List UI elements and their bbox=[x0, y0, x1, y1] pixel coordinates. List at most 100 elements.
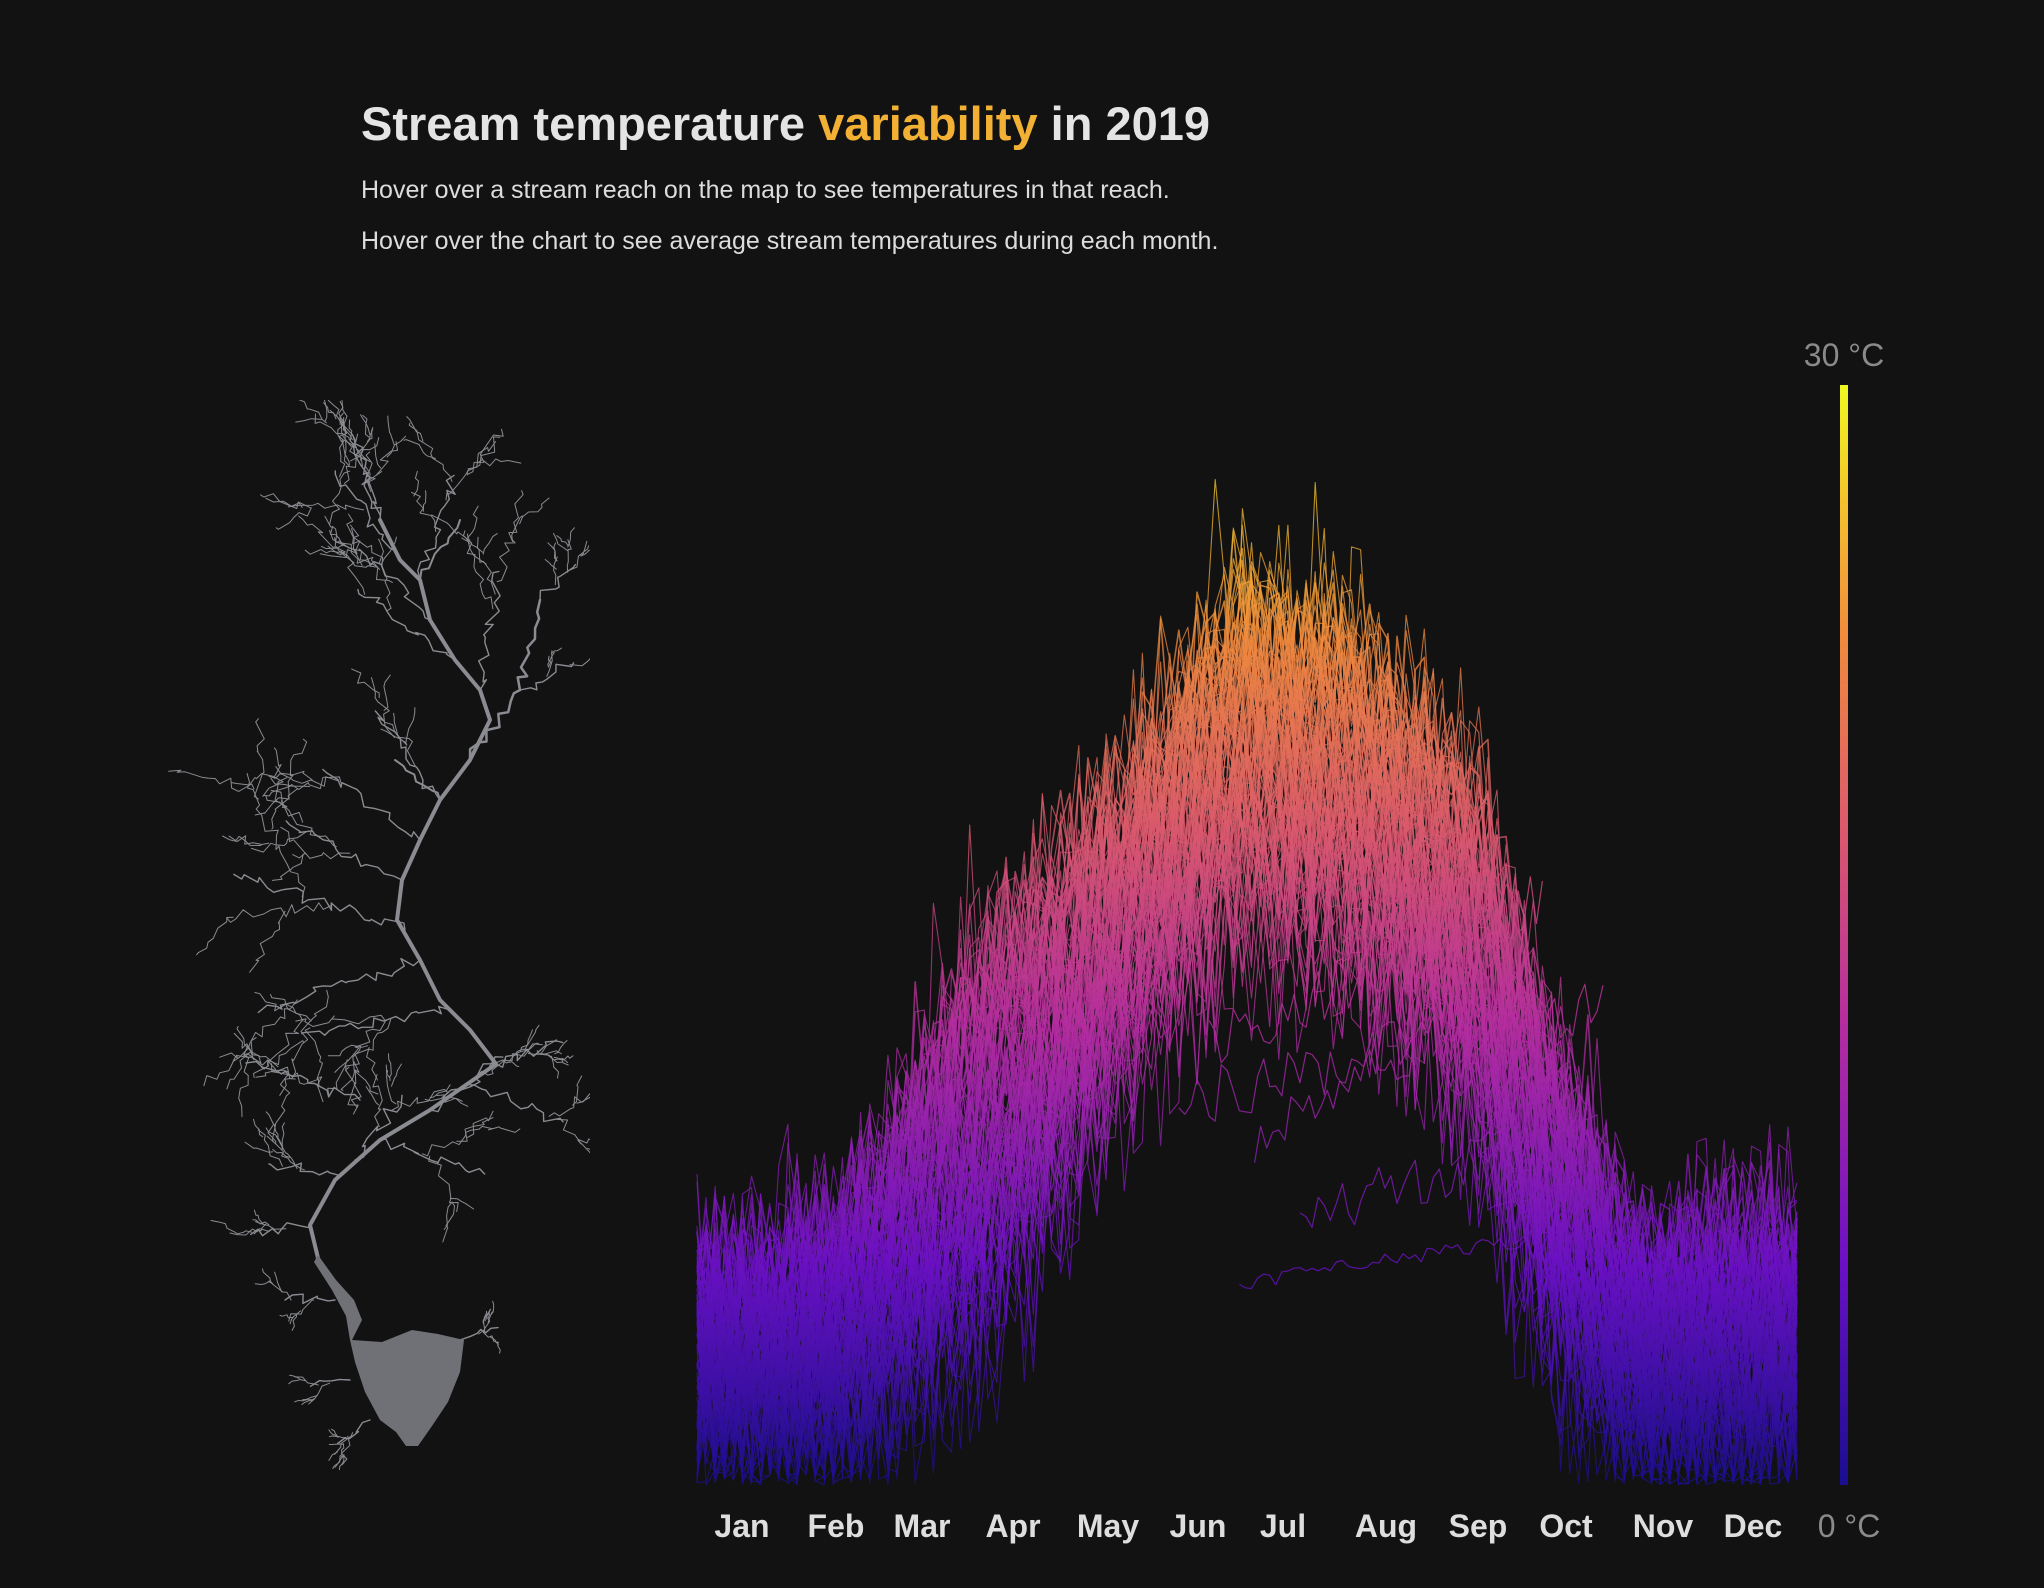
stream-reach[interactable] bbox=[222, 835, 262, 846]
stream-reach[interactable] bbox=[262, 777, 288, 797]
stream-reach[interactable] bbox=[385, 1064, 391, 1081]
stream-reach[interactable] bbox=[411, 491, 437, 532]
stream-reach[interactable] bbox=[417, 474, 456, 581]
stream-reach[interactable] bbox=[366, 427, 374, 442]
stream-reach[interactable] bbox=[351, 433, 382, 521]
stream-reach[interactable] bbox=[334, 1432, 354, 1455]
stream-reach[interactable] bbox=[436, 1094, 469, 1107]
stream-reach[interactable] bbox=[265, 1111, 277, 1145]
stream-reach-line[interactable] bbox=[696, 586, 1797, 1347]
stream-reach[interactable] bbox=[228, 835, 270, 845]
stream-reach[interactable] bbox=[288, 1299, 314, 1322]
stream-reach[interactable] bbox=[547, 542, 558, 562]
stream-reach[interactable] bbox=[516, 598, 542, 692]
stream-reach[interactable] bbox=[270, 994, 304, 1022]
stream-reach[interactable] bbox=[547, 655, 551, 668]
stream-reach[interactable] bbox=[231, 773, 275, 786]
stream-reach[interactable] bbox=[354, 1094, 403, 1161]
stream-reach[interactable] bbox=[260, 493, 312, 509]
stream-reach[interactable] bbox=[301, 1005, 451, 1036]
stream-reach[interactable] bbox=[483, 1311, 493, 1333]
stream-reach[interactable] bbox=[388, 1053, 392, 1078]
stream-reach[interactable] bbox=[351, 668, 380, 699]
stream-reach[interactable] bbox=[336, 1419, 371, 1445]
stream-reach[interactable] bbox=[422, 490, 427, 512]
stream-reach[interactable] bbox=[540, 1039, 557, 1055]
stream-reach[interactable] bbox=[238, 1044, 250, 1118]
stream-reach[interactable] bbox=[403, 439, 436, 459]
stream-reach[interactable] bbox=[210, 1220, 237, 1234]
stream-reach[interactable] bbox=[229, 1228, 270, 1236]
stream-reach[interactable] bbox=[520, 1024, 540, 1053]
stream-reach[interactable] bbox=[544, 559, 557, 570]
stream-reach[interactable] bbox=[467, 436, 501, 475]
stream-reach[interactable] bbox=[495, 1040, 564, 1068]
stream-reach[interactable] bbox=[580, 540, 588, 557]
stream-reach[interactable] bbox=[265, 795, 337, 848]
stream-reach[interactable] bbox=[268, 1162, 339, 1176]
stream-reach[interactable] bbox=[553, 532, 569, 552]
stream-reach[interactable] bbox=[502, 1060, 520, 1067]
stream-reach[interactable] bbox=[255, 1221, 287, 1230]
stream-reach[interactable] bbox=[334, 470, 401, 561]
stream-reach[interactable] bbox=[281, 1122, 285, 1151]
stream-reach[interactable] bbox=[327, 1059, 348, 1097]
stream-reach[interactable] bbox=[554, 1040, 568, 1055]
stream-reach[interactable] bbox=[253, 1209, 264, 1224]
stream-reach[interactable] bbox=[340, 1045, 361, 1091]
stream-reach[interactable] bbox=[490, 1300, 495, 1316]
stream-reach[interactable] bbox=[365, 1086, 379, 1106]
stream-reach[interactable] bbox=[466, 428, 504, 476]
stream-reach[interactable] bbox=[334, 1455, 345, 1468]
stream-reach[interactable] bbox=[374, 710, 441, 801]
stream-reach[interactable] bbox=[319, 549, 357, 558]
stream-reach-line[interactable] bbox=[696, 572, 1798, 1374]
stream-reach[interactable] bbox=[354, 443, 382, 521]
stream-reach[interactable] bbox=[580, 549, 590, 557]
stream-reach[interactable] bbox=[496, 515, 524, 583]
stream-reach[interactable] bbox=[298, 400, 323, 420]
stream-reach[interactable] bbox=[519, 662, 575, 691]
stream-reach[interactable] bbox=[340, 424, 356, 449]
stream-reach[interactable] bbox=[253, 1040, 304, 1078]
stream-reach[interactable] bbox=[567, 527, 575, 548]
stream-reach[interactable] bbox=[270, 789, 304, 823]
stream-reach[interactable] bbox=[524, 1029, 533, 1051]
stream-reach[interactable] bbox=[331, 1428, 339, 1438]
stream-reach-line[interactable] bbox=[696, 718, 1798, 1486]
stream-reach[interactable] bbox=[353, 1069, 379, 1095]
stream-reach[interactable] bbox=[279, 1314, 294, 1319]
stream-reach[interactable] bbox=[405, 707, 416, 746]
stream-reach[interactable] bbox=[302, 1395, 318, 1401]
stream-reach[interactable] bbox=[393, 712, 417, 767]
stream-reach[interactable] bbox=[362, 456, 371, 476]
stream-reach-line[interactable] bbox=[1239, 1225, 1604, 1290]
stream-reach[interactable] bbox=[332, 1454, 345, 1469]
stream-reach[interactable] bbox=[254, 788, 298, 816]
stream-reach-line[interactable] bbox=[696, 663, 1798, 1386]
stream-reach[interactable] bbox=[550, 647, 563, 654]
stream-reach[interactable] bbox=[289, 1310, 302, 1325]
stream-reach-line[interactable] bbox=[696, 699, 1798, 1480]
stream-reach[interactable] bbox=[322, 400, 328, 423]
stream-reach[interactable] bbox=[338, 1454, 345, 1470]
stream-reach[interactable] bbox=[203, 999, 298, 1087]
stream-reach[interactable] bbox=[295, 418, 327, 424]
stream-reach[interactable] bbox=[482, 533, 498, 555]
stream-reach[interactable] bbox=[253, 718, 265, 800]
stream-reach[interactable] bbox=[338, 400, 344, 425]
stream-temperature-lines[interactable] bbox=[696, 478, 1798, 1486]
stream-reach[interactable] bbox=[265, 497, 303, 508]
stream-reach[interactable] bbox=[298, 515, 345, 555]
stream-reach[interactable] bbox=[576, 1080, 590, 1104]
stream-reach[interactable] bbox=[266, 1135, 305, 1171]
stream-reach[interactable] bbox=[328, 1435, 347, 1439]
stream-reach[interactable] bbox=[271, 853, 304, 881]
stream-reach[interactable] bbox=[294, 1376, 319, 1386]
stream-reach[interactable] bbox=[515, 1043, 543, 1055]
stream-reach[interactable] bbox=[559, 1055, 574, 1061]
stream-reach[interactable] bbox=[235, 1230, 252, 1235]
stream-reach[interactable] bbox=[233, 873, 406, 931]
stream-reach[interactable] bbox=[469, 1084, 564, 1123]
stream-reach[interactable] bbox=[344, 441, 350, 466]
